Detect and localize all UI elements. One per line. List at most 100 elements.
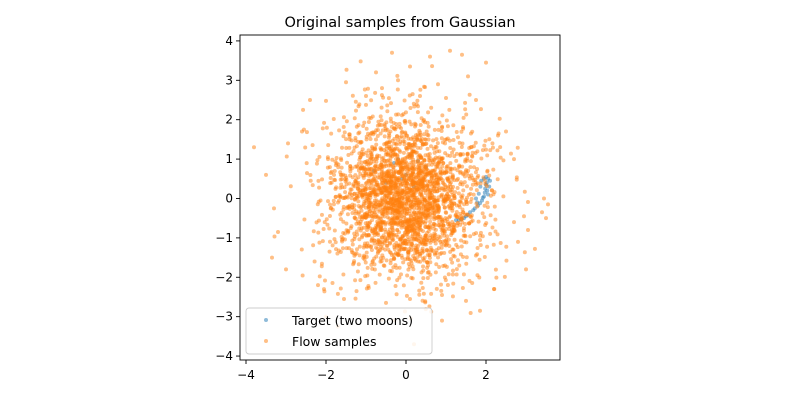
- flow-sample-point: [473, 140, 478, 145]
- flow-sample-point: [482, 143, 487, 148]
- legend-box: [245, 307, 433, 355]
- flow-sample-point: [464, 240, 469, 245]
- flow-sample-point: [383, 128, 388, 133]
- flow-sample-point: [343, 195, 348, 200]
- flow-sample-point: [453, 190, 458, 195]
- flow-sample-point: [354, 181, 359, 186]
- flow-sample-point: [350, 93, 355, 98]
- flow-sample-point: [381, 155, 386, 160]
- flow-sample-point: [458, 211, 463, 216]
- flow-sample-point: [404, 293, 409, 298]
- flow-sample-point: [362, 87, 367, 92]
- flow-sample-point: [478, 308, 482, 313]
- flow-sample-point: [464, 255, 469, 260]
- legend-marker-flow: [264, 339, 268, 343]
- flow-sample-point: [464, 298, 468, 303]
- flow-sample-point: [448, 197, 453, 202]
- flow-sample-point: [358, 140, 363, 145]
- flow-sample-point: [438, 251, 443, 256]
- flow-sample-point: [428, 158, 433, 163]
- flow-sample-point: [393, 263, 398, 268]
- flow-sample-point: [455, 214, 460, 219]
- flow-sample-point: [460, 141, 465, 146]
- flow-sample-point: [324, 125, 329, 130]
- flow-sample-point: [375, 240, 380, 245]
- flow-sample-point: [432, 252, 437, 257]
- flow-sample-point: [483, 222, 488, 227]
- flow-sample-point: [461, 188, 466, 193]
- flow-sample-point: [424, 237, 429, 241]
- flow-sample-point: [363, 191, 368, 196]
- flow-sample-point: [445, 153, 450, 158]
- flow-sample-point: [440, 125, 445, 130]
- flow-sample-point: [373, 90, 378, 95]
- flow-sample-point: [448, 170, 453, 175]
- flow-sample-point: [398, 135, 403, 140]
- flow-sample-point: [388, 261, 393, 266]
- flow-sample-point: [384, 146, 389, 151]
- flow-sample-point: [379, 105, 384, 110]
- flow-sample-point: [433, 270, 438, 275]
- flow-sample-point: [460, 220, 465, 225]
- flow-sample-point: [331, 117, 336, 122]
- flow-sample-point: [367, 186, 372, 191]
- flow-sample-point: [454, 272, 459, 277]
- flow-sample-point: [412, 191, 417, 196]
- flow-sample-point: [417, 292, 422, 297]
- flow-sample-point: [383, 238, 388, 243]
- flow-sample-point: [512, 220, 516, 225]
- flow-sample-point: [488, 231, 493, 236]
- flow-sample-point: [414, 187, 419, 192]
- flow-sample-point: [372, 187, 377, 192]
- target-point: [480, 195, 485, 200]
- flow-sample-point: [425, 132, 430, 137]
- flow-sample-point: [445, 191, 450, 196]
- flow-sample-point: [366, 283, 371, 288]
- flow-sample-point: [420, 168, 425, 173]
- flow-sample-point: [469, 196, 474, 201]
- flow-sample-point: [479, 156, 484, 161]
- flow-sample-point: [491, 242, 496, 247]
- flow-sample-point: [422, 137, 427, 142]
- flow-sample-point: [408, 106, 413, 111]
- flow-sample-point: [488, 193, 493, 198]
- flow-sample-point: [419, 240, 424, 245]
- flow-sample-point: [390, 50, 394, 55]
- flow-sample-point: [375, 251, 380, 256]
- flow-sample-point: [504, 129, 508, 134]
- flow-sample-point: [388, 258, 393, 263]
- flow-sample-point: [363, 213, 368, 218]
- flow-sample-point: [418, 94, 422, 99]
- flow-sample-point: [508, 151, 513, 156]
- flow-sample-point: [400, 161, 405, 166]
- flow-sample-point: [331, 202, 336, 207]
- flow-sample-point: [425, 120, 430, 125]
- flow-sample-point: [326, 143, 331, 148]
- flow-sample-point: [468, 159, 473, 164]
- flow-sample-point: [369, 172, 374, 177]
- flow-sample-point: [327, 214, 332, 219]
- flow-sample-point: [469, 213, 474, 218]
- flow-sample-point: [340, 145, 345, 150]
- flow-sample-point: [393, 141, 398, 146]
- flow-sample-point: [363, 260, 368, 265]
- flow-sample-point: [407, 193, 412, 198]
- flow-sample-point: [471, 192, 476, 197]
- flow-sample-point: [345, 204, 350, 209]
- flow-sample-point: [397, 265, 402, 270]
- flow-sample-point: [356, 161, 361, 166]
- flow-sample-point: [368, 178, 373, 183]
- flow-sample-point: [386, 220, 391, 225]
- flow-sample-point: [455, 135, 460, 140]
- flow-sample-point: [451, 281, 456, 286]
- flow-sample-point: [339, 210, 344, 215]
- flow-sample-point: [482, 203, 487, 208]
- flow-sample-point: [463, 100, 468, 105]
- flow-sample-point: [342, 185, 347, 190]
- flow-sample-point: [379, 211, 384, 216]
- flow-sample-point: [422, 197, 427, 202]
- flow-sample-point: [447, 206, 452, 211]
- flow-sample-point: [424, 129, 429, 134]
- flow-sample-point: [353, 211, 358, 216]
- flow-sample-point: [414, 202, 419, 207]
